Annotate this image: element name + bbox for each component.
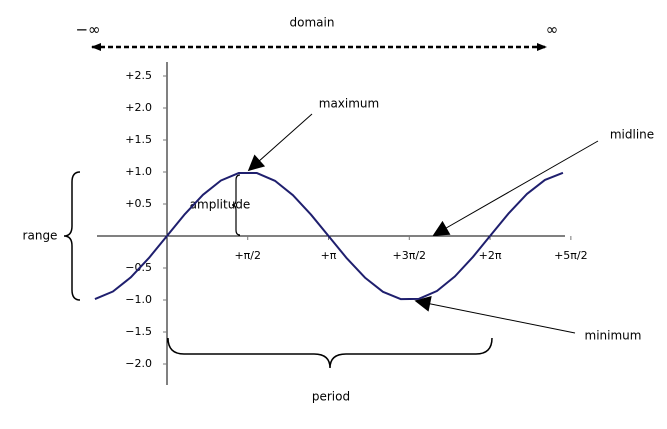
y-tick-label: −2.0 — [125, 357, 152, 370]
amplitude-label: amplitude — [190, 198, 251, 212]
maximum-label: maximum — [319, 97, 379, 111]
period-label: period — [312, 390, 350, 404]
neg-inf-label: −∞ — [75, 21, 100, 39]
x-tick-label: +2π — [479, 249, 502, 262]
pos-inf-label: ∞ — [546, 21, 559, 39]
y-tick-label: +0.5 — [125, 197, 152, 210]
y-tick-label: −0.5 — [125, 261, 152, 274]
minimum-label: minimum — [585, 329, 642, 343]
range-brace — [63, 171, 81, 301]
y-tick-label: +1.5 — [125, 133, 152, 146]
maximum-arrow — [247, 113, 313, 172]
midline-arrow — [432, 140, 599, 236]
range-label: range — [23, 229, 58, 243]
domain-label: domain — [290, 16, 335, 30]
period-brace — [167, 337, 493, 369]
y-tick-label: +2.0 — [125, 101, 152, 114]
sine-curve — [94, 171, 564, 301]
x-tick-label: +5π/2 — [554, 249, 588, 262]
y-tick-label: −1.0 — [125, 293, 152, 306]
y-tick-label: +2.5 — [125, 69, 152, 82]
x-tick-label: +3π/2 — [393, 249, 427, 262]
x-tick-label: +π — [321, 249, 337, 262]
y-tick-label: +1.0 — [125, 165, 152, 178]
y-tick-label: −1.5 — [125, 325, 152, 338]
midline-label: midline — [610, 128, 654, 142]
amplitude-brace — [231, 174, 241, 236]
minimum-arrow — [414, 295, 576, 334]
x-tick-label: +π/2 — [234, 249, 261, 262]
